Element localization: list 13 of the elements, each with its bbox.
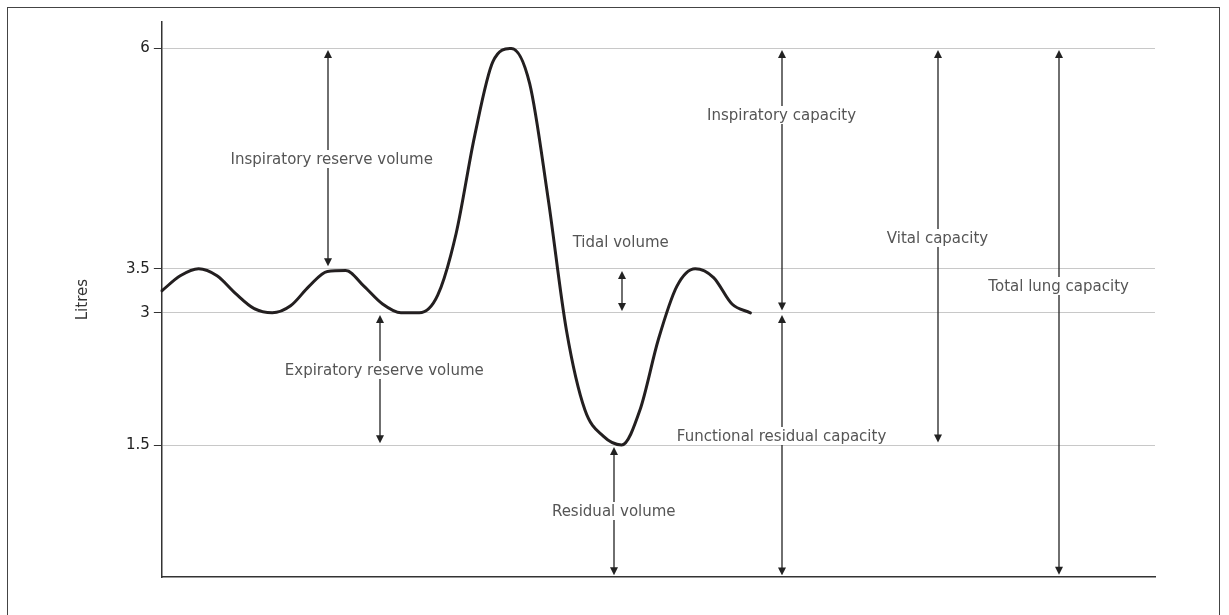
annotation: Functional residual capacity <box>674 427 889 446</box>
annotation: Vital capacity <box>884 228 991 247</box>
annotation: Expiratory reserve volume <box>282 361 486 380</box>
y-tick-label: 3.5 <box>126 258 150 277</box>
y-axis-title: Litres <box>72 278 91 321</box>
annotation: Tidal volume <box>570 233 671 252</box>
y-tick-label: 1.5 <box>126 434 150 453</box>
annotation: Inspiratory reserve volume <box>228 149 435 168</box>
annotation: Total lung capacity <box>986 277 1131 296</box>
y-tick-label: 6 <box>140 38 150 57</box>
annotation: Residual volume <box>549 502 678 521</box>
annotation: Inspiratory capacity <box>705 105 859 124</box>
y-tick-label: 3 <box>140 302 150 321</box>
